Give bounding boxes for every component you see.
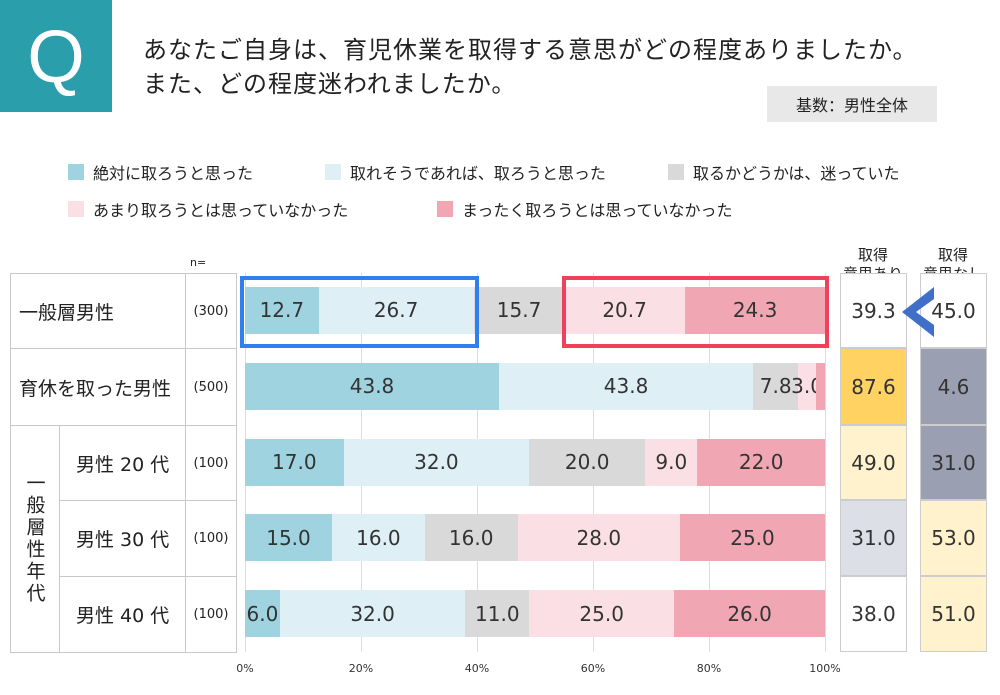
- intend-value: 39.3: [840, 273, 907, 348]
- intend-value: 31.0: [840, 500, 907, 576]
- intend-value: 38.0: [840, 576, 907, 652]
- bar-segment-4: 28.0: [517, 514, 680, 561]
- less-than-arrow-icon: [902, 287, 934, 337]
- row-n: (100): [185, 500, 237, 577]
- bar-segment-2: 16.0: [332, 514, 425, 561]
- bar-segment-5: 26.0: [674, 590, 825, 637]
- legend-label: 絶対に取ろうと思った: [93, 164, 254, 183]
- bar-segment-4: 3.0: [791, 362, 823, 410]
- bar-segment-2: 32.0: [343, 438, 530, 486]
- legend-label: まったく取ろうとは思っていなかった: [462, 201, 733, 220]
- question-line-1: あなたご自身は、育児休業を取得する意思がどの程度ありましたか。: [143, 36, 918, 64]
- legend-item: 取れそうであれば、取ろうと思った: [325, 160, 606, 184]
- legend-item: 絶対に取ろうと思った: [68, 160, 253, 184]
- legend-swatch: [437, 201, 453, 217]
- x-tick-label: 100%: [809, 662, 841, 675]
- highlight-not-intend-box: [562, 276, 829, 348]
- intend-value: 87.6: [840, 348, 907, 425]
- legend-swatch: [325, 164, 341, 180]
- not-intend-value: 45.0: [920, 273, 987, 348]
- x-tick-label: 80%: [696, 662, 722, 675]
- bar-segment-1: 15.0: [245, 514, 332, 561]
- x-tick-label: 20%: [348, 662, 374, 675]
- legend-label: あまり取ろうとは思っていなかった: [93, 201, 349, 220]
- x-tick-label: 60%: [580, 662, 606, 675]
- bar-segment-1: 17.0: [245, 438, 344, 486]
- legend-swatch: [668, 164, 684, 180]
- bar-segment-5: 25.0: [680, 514, 825, 561]
- row-n: (500): [185, 348, 237, 426]
- x-tick-label: 40%: [464, 662, 490, 675]
- bar-segment-5: [815, 362, 825, 410]
- legend-label: 取れそうであれば、取ろうと思った: [350, 164, 606, 183]
- bar-segment-1: 12.7: [245, 286, 319, 334]
- highlight-intend-box: [240, 276, 479, 348]
- bar-segment-1: 6.0: [245, 590, 280, 637]
- x-tick-label: 0%: [236, 662, 254, 675]
- legend-item: あまり取ろうとは思っていなかった: [68, 197, 348, 221]
- question-line-2: また、どの程度迷われましたか。: [143, 70, 517, 98]
- row-label: 男性 20 代: [59, 425, 186, 501]
- not-intend-value: 51.0: [920, 576, 987, 652]
- row-label: 一般層男性: [10, 273, 186, 349]
- q-icon: Q: [0, 0, 112, 112]
- n-label: n=: [190, 256, 207, 269]
- row-label: 育休を取った男性: [10, 348, 186, 426]
- bar-segment-5: 22.0: [697, 438, 825, 486]
- bar-segment-2: 43.8: [499, 362, 754, 410]
- bar-segment-2: 32.0: [279, 590, 466, 637]
- legend-item: まったく取ろうとは思っていなかった: [437, 197, 733, 221]
- legend-swatch: [68, 201, 84, 217]
- bar-segment-3: 15.7: [473, 286, 565, 334]
- row-n: (100): [185, 576, 237, 653]
- not-intend-value: 53.0: [920, 500, 987, 576]
- not-intend-value: 4.6: [920, 348, 987, 425]
- row-n: (100): [185, 425, 237, 501]
- row-label: 男性 40 代: [59, 576, 186, 653]
- bar-segment-2: 26.7: [318, 286, 474, 334]
- bar-segment-5: 24.3: [684, 286, 826, 334]
- row-n: (300): [185, 273, 237, 349]
- bar-segment-3: 7.8: [753, 362, 799, 410]
- row-label: 男性 30 代: [59, 500, 186, 577]
- bar-segment-4: 20.7: [564, 286, 685, 334]
- bar-segment-3: 16.0: [424, 514, 518, 561]
- legend-item: 取るかどうかは、迷っていた: [668, 160, 900, 184]
- base-label: 基数：男性全体: [767, 86, 937, 122]
- intend-value: 49.0: [840, 425, 907, 500]
- legend-swatch: [68, 164, 84, 180]
- not-intend-value: 31.0: [920, 425, 987, 500]
- bar-segment-1: 43.8: [245, 362, 500, 410]
- bar-segment-4: 25.0: [529, 590, 675, 637]
- gridline: [825, 273, 826, 652]
- group-label: 一般層性年代: [10, 425, 60, 653]
- bar-segment-3: 20.0: [529, 438, 646, 486]
- legend-label: 取るかどうかは、迷っていた: [693, 164, 900, 183]
- bar-segment-4: 9.0: [645, 438, 698, 486]
- bar-segment-3: 11.0: [465, 590, 530, 637]
